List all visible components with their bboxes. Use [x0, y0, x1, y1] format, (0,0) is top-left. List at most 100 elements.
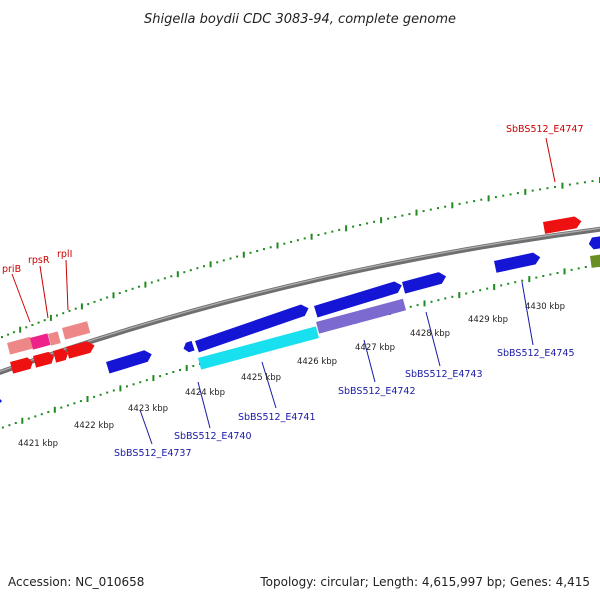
outer-tick-13	[68, 309, 71, 312]
inner-tick-87	[577, 267, 580, 270]
gene-blue-forward-1[interactable]	[195, 303, 310, 353]
gene-label-E4745[interactable]: SbBS512_E4745	[497, 348, 575, 359]
outer-tick-6	[25, 326, 28, 329]
gene-blue-small[interactable]	[182, 340, 195, 354]
inner-tick-73	[479, 289, 482, 292]
inner-tick-86	[570, 268, 573, 271]
gene-label-rplI[interactable]: rplI	[57, 249, 72, 260]
outer-tick-17	[93, 300, 96, 303]
inner-tick-78	[514, 281, 517, 284]
inner-tick-74	[486, 287, 489, 290]
gene-E4741[interactable]	[198, 326, 319, 370]
outer-tick-9	[43, 319, 46, 322]
outer-tick-61	[387, 217, 390, 220]
gene-blue-forward-2[interactable]	[314, 280, 404, 318]
inner-tick-2	[1, 426, 4, 429]
outer-tick-51	[317, 234, 320, 236]
outer-tick-48	[296, 239, 299, 242]
outer-tick-26	[150, 281, 153, 284]
gene-E4745[interactable]	[494, 251, 541, 273]
gene-rplI[interactable]	[62, 321, 91, 340]
inner-tick-84	[556, 272, 559, 274]
inner-tick-85	[563, 268, 566, 275]
outer-tick-45	[276, 242, 279, 249]
outer-tick-8	[37, 321, 40, 324]
inner-tick-7	[34, 415, 37, 418]
leader-E4747	[545, 137, 556, 183]
gene-label-E4742[interactable]: SbBS512_E4742	[338, 386, 416, 397]
gene-label-E4740[interactable]: SbBS512_E4740	[174, 431, 252, 442]
inner-tick-83	[549, 273, 552, 276]
outer-tick-56	[352, 225, 355, 228]
gene-label-E4743[interactable]: SbBS512_E4743	[405, 369, 483, 380]
gene-label-priB[interactable]: priB	[2, 264, 21, 275]
outer-tick-59	[373, 220, 376, 223]
outer-tick-78	[509, 193, 512, 196]
gene-pink-small[interactable]	[48, 331, 61, 346]
gene-label-leaders	[11, 137, 556, 445]
leader-E4745	[521, 281, 534, 346]
outer-tick-68	[437, 207, 439, 210]
inner-tick-17	[99, 393, 102, 396]
leader-E4743	[425, 311, 441, 367]
kbp-label-4425: 4425 kbp	[241, 373, 281, 383]
gene-red-forward[interactable]	[543, 215, 583, 234]
outer-tick-87	[576, 182, 579, 185]
outer-tick-21	[118, 292, 121, 295]
outer-tick-63	[401, 214, 404, 217]
gene-blue-reverse-1[interactable]	[106, 349, 153, 374]
outer-tick-74	[480, 198, 483, 201]
outer-tick-60	[380, 217, 383, 224]
outer-tick-47	[290, 240, 293, 243]
outer-tick-20	[112, 292, 115, 299]
gene-red-reverse-3[interactable]	[53, 347, 70, 363]
outer-tick-12	[62, 312, 65, 315]
inner-tick-29	[179, 369, 181, 371]
kbp-label-4422: 4422 kbp	[74, 421, 114, 431]
outer-tick-44	[269, 246, 272, 249]
leader-E4737	[139, 409, 153, 445]
gene-rpsR[interactable]	[30, 333, 51, 350]
gene-E4742[interactable]	[316, 298, 407, 334]
gene-label-E4737[interactable]: SbBS512_E4737	[114, 448, 192, 459]
gene-red-reverse-1[interactable]	[10, 356, 34, 374]
gene-blue-forward-3[interactable]	[402, 271, 448, 294]
outer-tick-81	[531, 189, 534, 192]
kbp-label-4429: 4429 kbp	[468, 315, 508, 325]
gene-label-E4747[interactable]: SbBS512_E4747	[506, 124, 584, 135]
inner-tick-23	[139, 381, 142, 384]
inner-tick-15	[86, 396, 89, 402]
outer-tick-7	[31, 324, 34, 326]
gene-label-E4741[interactable]: SbBS512_E4741	[238, 412, 316, 423]
accession-text: Accession: NC_010658	[8, 575, 144, 589]
genome-summary-text: Topology: circular; Length: 4,615,997 bp…	[259, 575, 590, 589]
gene-pink-left[interactable]	[7, 336, 34, 355]
outer-tick-34	[203, 265, 205, 268]
gene-blue-left-edge[interactable]	[0, 395, 2, 407]
outer-tick-50	[310, 233, 313, 240]
gene-red-reverse-2[interactable]	[33, 351, 55, 368]
gene-blue-edge[interactable]	[588, 236, 600, 250]
outer-tick-83	[546, 187, 549, 190]
inner-tick-66	[430, 300, 433, 303]
outer-tick-72	[465, 201, 468, 204]
gene-label-rpsR[interactable]: rpsR	[28, 255, 50, 266]
inner-tick-65	[423, 300, 426, 307]
kbp-label-4423: 4423 kbp	[128, 404, 168, 414]
inner-tick-18	[106, 391, 109, 394]
outer-tick-38	[229, 257, 232, 260]
outer-tick-43	[263, 248, 265, 251]
outer-tick-77	[502, 194, 505, 197]
inner-tick-13	[73, 402, 76, 405]
gene-olive-edge[interactable]	[590, 254, 600, 268]
outer-tick-24	[138, 285, 140, 288]
gene-red-reverse-4[interactable]	[66, 340, 96, 359]
outer-tick-3	[7, 333, 10, 336]
outer-tick-89	[591, 180, 594, 183]
outer-tick-65	[415, 209, 418, 216]
outer-tick-30	[176, 271, 179, 278]
inner-tick-28	[172, 371, 175, 373]
inner-tick-30	[185, 365, 188, 371]
leader-E4741	[261, 361, 277, 409]
outer-tick-36	[216, 261, 219, 264]
